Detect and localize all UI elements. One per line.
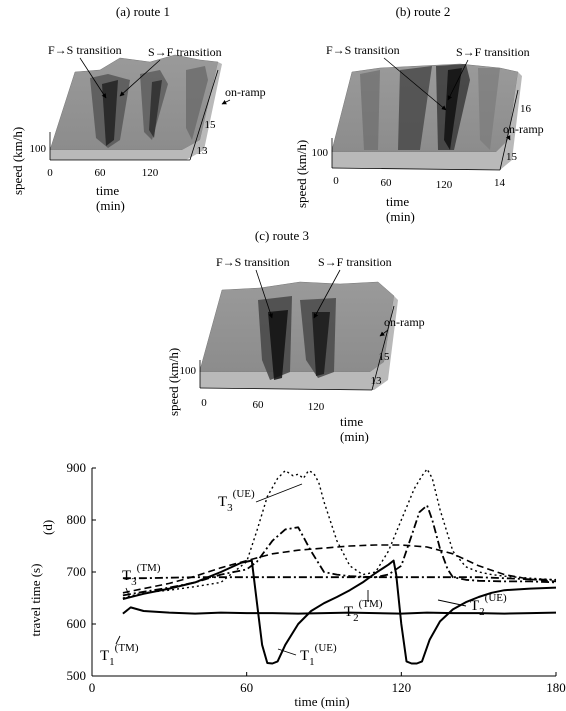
time-axis bbox=[199, 387, 373, 391]
x-tick-label: 0 bbox=[89, 680, 96, 695]
panel-route-1: (a) route 1 100 0 60 120 15 13 time (min… bbox=[10, 4, 266, 213]
chart-series bbox=[122, 468, 557, 665]
time-axis-label: (min) bbox=[96, 198, 125, 213]
time-tick: 60 bbox=[253, 399, 265, 411]
surface-plot bbox=[199, 281, 398, 390]
location-axis bbox=[189, 69, 219, 161]
time-tick: 60 bbox=[381, 177, 393, 189]
annotation-arrow bbox=[255, 269, 273, 319]
chart-series-labels: T1(TM) T1(UE) T2(TM) T2(UE) T3(TM) T3(UE) bbox=[100, 483, 507, 668]
y-tick-label: 500 bbox=[67, 668, 87, 683]
series-label-T1(TM): T1(TM) bbox=[100, 635, 139, 668]
x-tick-label: 180 bbox=[546, 680, 566, 695]
annotation-arrow bbox=[383, 57, 447, 111]
annotation-sf: S→F transition bbox=[456, 45, 530, 59]
annotation-fs: F→S transition bbox=[216, 255, 290, 269]
onramp-label: on-ramp bbox=[503, 122, 544, 136]
panel-title: (a) route 1 bbox=[116, 4, 170, 19]
time-tick: 60 bbox=[95, 167, 107, 179]
time-axis bbox=[331, 167, 501, 171]
speed-tick: 100 bbox=[30, 143, 47, 155]
series-label-text: T2(TM) bbox=[344, 598, 383, 624]
annotation-arrow bbox=[119, 59, 161, 97]
time-axis-label: time bbox=[340, 414, 363, 429]
location-tick: 15 bbox=[205, 119, 217, 131]
x-tick-label: 60 bbox=[240, 680, 253, 695]
annotation-sf: S→F transition bbox=[318, 255, 392, 269]
x-tick-label: 120 bbox=[392, 680, 412, 695]
location-tick: 13 bbox=[197, 145, 209, 157]
panel-title: (c) route 3 bbox=[255, 228, 309, 243]
panel-title: (b) route 2 bbox=[396, 4, 451, 19]
annotation-arrow bbox=[313, 269, 341, 319]
series-label-T3(TM): T3(TM) bbox=[122, 562, 161, 599]
speed-tick: 100 bbox=[180, 365, 197, 377]
series-label-arrow bbox=[255, 483, 303, 503]
location-axis bbox=[499, 89, 519, 171]
y-axis-label: travel time (s) bbox=[28, 564, 43, 637]
series-label-text: T1(TM) bbox=[100, 642, 139, 668]
x-axis-label: time (min) bbox=[294, 694, 349, 709]
series-label-text: T1(UE) bbox=[300, 642, 337, 668]
annotation-sf: S→F transition bbox=[148, 45, 222, 59]
y-tick-label: 900 bbox=[67, 460, 87, 475]
location-tick: 13 bbox=[371, 375, 383, 387]
series-line-T2(UE) bbox=[122, 504, 557, 597]
location-tick: 15 bbox=[506, 151, 518, 163]
series-label-T1(UE): T1(UE) bbox=[277, 642, 337, 668]
time-tick: 0 bbox=[201, 397, 207, 409]
time-tick: 0 bbox=[47, 167, 53, 179]
annotation-fs: F→S transition bbox=[48, 43, 122, 57]
location-tick: 14 bbox=[494, 177, 506, 189]
speed-axis-label: speed (km/h) bbox=[10, 127, 25, 195]
series-label-arrow bbox=[115, 635, 121, 645]
series-label-arrow bbox=[277, 648, 297, 656]
speed-axis-label: speed (km/h) bbox=[166, 348, 181, 416]
y-tick-label: 600 bbox=[67, 616, 87, 631]
panel-route-3: (c) route 3 100 0 60 120 15 13 time (min… bbox=[166, 228, 425, 444]
panel-route-2: (b) route 2 100 0 60 120 16 15 14 time (… bbox=[294, 4, 544, 224]
series-label-T2(UE): T2(UE) bbox=[437, 592, 507, 618]
series-line-T1(TM) bbox=[122, 606, 557, 615]
onramp-arrow bbox=[221, 99, 231, 105]
time-tick: 120 bbox=[436, 179, 453, 191]
annotation-arrow bbox=[447, 59, 469, 101]
y-tick-label: 800 bbox=[67, 512, 87, 527]
time-axis-label: time bbox=[386, 194, 409, 209]
series-label-T2(TM): T2(TM) bbox=[344, 590, 383, 624]
annotation-fs: F→S transition bbox=[326, 43, 400, 57]
onramp-arrow bbox=[379, 329, 389, 337]
onramp-label: on-ramp bbox=[225, 85, 266, 99]
annotation-arrow bbox=[79, 57, 107, 99]
series-line-T3(UE) bbox=[122, 468, 557, 599]
location-axis bbox=[371, 305, 395, 391]
time-axis-label: (min) bbox=[340, 429, 369, 444]
series-label-T3(UE): T3(UE) bbox=[218, 483, 303, 514]
time-axis-label: (min) bbox=[386, 209, 415, 224]
series-label-arrow bbox=[125, 587, 131, 599]
chart-axes: 0 60 120 180 500 600 700 800 900 bbox=[67, 460, 566, 695]
travel-time-chart: 0 60 120 180 500 600 700 800 900 T1(TM) T1(UE) T2(… bbox=[28, 460, 566, 709]
onramp-label: on-ramp bbox=[384, 315, 425, 329]
speed-axis-label: speed (km/h) bbox=[294, 140, 309, 208]
location-tick: 16 bbox=[520, 103, 532, 115]
speed-tick: 100 bbox=[312, 147, 329, 159]
location-tick: 15 bbox=[379, 351, 391, 363]
series-line-T1(UE) bbox=[122, 559, 557, 665]
time-tick: 120 bbox=[308, 401, 325, 413]
series-label-text: T3(TM) bbox=[122, 562, 161, 588]
series-label-arrow bbox=[437, 599, 467, 607]
series-label-text: T2(UE) bbox=[470, 592, 507, 618]
series-line-T2(TM) bbox=[122, 544, 557, 594]
series-line-T3(TM) bbox=[122, 576, 557, 581]
y-tick-label: 700 bbox=[67, 564, 87, 579]
time-axis-label: time bbox=[96, 183, 119, 198]
surface-plot bbox=[331, 63, 522, 170]
onramp-arrow bbox=[505, 135, 511, 141]
chart-panel-label: (d) bbox=[40, 520, 55, 535]
time-tick: 120 bbox=[142, 167, 159, 179]
series-label-text: T3(UE) bbox=[218, 488, 255, 514]
time-tick: 0 bbox=[333, 175, 339, 187]
